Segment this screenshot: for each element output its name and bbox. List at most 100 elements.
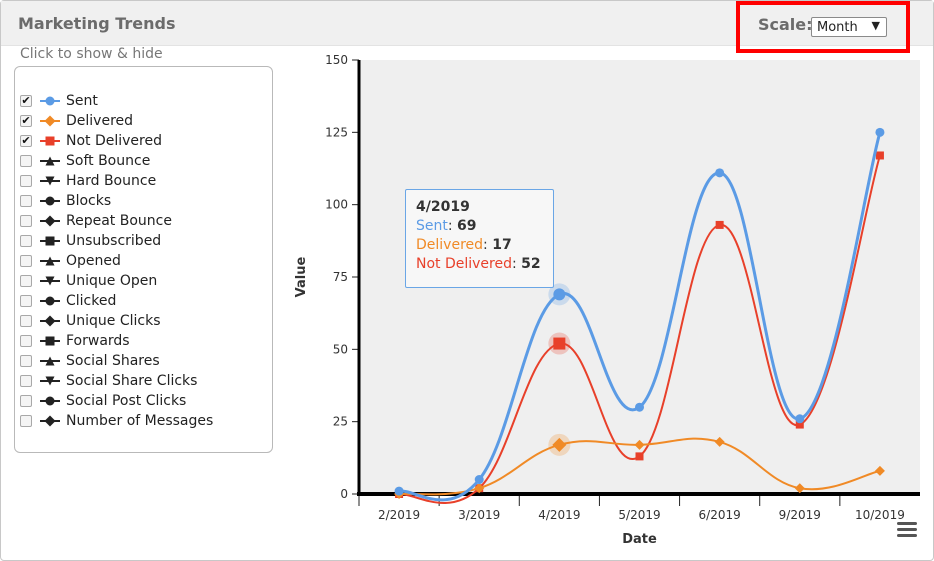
legend-marker: [45, 396, 55, 406]
circle-marker-icon: [40, 196, 60, 206]
legend-label: Soft Bounce: [66, 153, 151, 169]
series-line-not-delivered: [399, 155, 881, 504]
legend-marker: [45, 336, 55, 346]
legend-label: Repeat Bounce: [66, 213, 172, 229]
legend-marker: [44, 315, 56, 327]
y-tick-label: 25: [333, 415, 348, 429]
triangle-down-marker-icon: [40, 376, 60, 386]
checkbox[interactable]: [20, 275, 32, 287]
y-axis-title: Value: [294, 256, 309, 297]
data-point: [635, 402, 644, 412]
tooltip-row-sent: Sent: 69: [416, 218, 477, 234]
checkbox[interactable]: [20, 315, 32, 327]
checkbox-checked[interactable]: ✔: [20, 134, 32, 147]
chart-tooltip: 4/2019 Sent: 69 Delivered: 17 Not Delive…: [405, 189, 554, 288]
x-tick-label: 6/2019: [699, 508, 741, 522]
legend-item[interactable]: ✔ Sent: [20, 91, 98, 111]
legend-marker: [45, 196, 55, 206]
square-marker-icon: [40, 236, 60, 246]
legend-item[interactable]: Unique Clicks: [20, 311, 161, 331]
legend-item[interactable]: Number of Messages: [20, 411, 213, 431]
y-tick-label: 75: [333, 270, 348, 284]
scale-highlight-box: [736, 1, 910, 53]
data-point: [715, 168, 725, 178]
checkbox[interactable]: [20, 175, 32, 187]
legend-item[interactable]: Repeat Bounce: [20, 211, 172, 231]
legend-label: Social Post Clicks: [66, 393, 187, 409]
x-tick-label: 2/2019: [378, 508, 420, 522]
checkbox[interactable]: [20, 215, 32, 227]
legend-item[interactable]: Hard Bounce: [20, 171, 156, 191]
legend-label: Not Delivered: [66, 133, 162, 149]
legend-label: Unique Clicks: [66, 313, 161, 329]
x-tick-label: 3/2019: [458, 508, 500, 522]
circle-marker-icon: [40, 296, 60, 306]
legend-label: Social Share Clicks: [66, 373, 198, 389]
checkbox-checked[interactable]: ✔: [20, 94, 32, 107]
y-tick-label: 50: [333, 342, 348, 356]
legend-label: Hard Bounce: [66, 173, 157, 189]
legend-item[interactable]: Social Post Clicks: [20, 391, 186, 411]
diamond-marker-icon: [40, 215, 60, 227]
data-point: [715, 220, 724, 229]
legend-item[interactable]: Forwards: [20, 331, 130, 351]
legend-label: Delivered: [66, 113, 134, 129]
legend-item[interactable]: Clicked: [20, 291, 116, 311]
triangle-down-marker-icon: [40, 176, 60, 186]
hamburger-menu-icon[interactable]: [897, 522, 917, 538]
triangle-marker-icon: [40, 256, 60, 266]
y-tick-label: 0: [340, 487, 348, 501]
diamond-marker-icon: [40, 115, 60, 127]
circle-marker-icon: [40, 96, 60, 106]
checkbox[interactable]: [20, 395, 32, 407]
triangle-marker-icon: [40, 156, 60, 166]
triangle-down-marker-icon: [40, 276, 60, 286]
data-point: [635, 452, 644, 461]
diamond-marker-icon: [40, 315, 60, 327]
checkbox[interactable]: [20, 375, 32, 387]
checkbox[interactable]: [20, 155, 32, 167]
legend-item[interactable]: Opened: [20, 251, 121, 271]
checkbox[interactable]: [20, 235, 32, 247]
data-point: [634, 439, 645, 450]
legend-item[interactable]: ✔ Delivered: [20, 111, 133, 131]
checkbox[interactable]: [20, 295, 32, 307]
x-tick-label: 4/2019: [538, 508, 580, 522]
data-point: [795, 420, 804, 429]
legend-item[interactable]: Social Share Clicks: [20, 371, 197, 391]
legend-marker: [45, 376, 55, 386]
legend-label: Sent: [66, 93, 98, 109]
legend-label: Forwards: [66, 333, 130, 349]
legend-item[interactable]: Unsubscribed: [20, 231, 161, 251]
legend-item[interactable]: Social Shares: [20, 351, 160, 371]
data-point: [474, 483, 485, 494]
x-tick-label: 10/2019: [855, 508, 905, 522]
legend-item[interactable]: Unique Open: [20, 271, 157, 291]
checkbox[interactable]: [20, 355, 32, 367]
circle-marker-icon: [40, 396, 60, 406]
checkbox[interactable]: [20, 415, 32, 427]
legend-marker: [45, 276, 55, 286]
x-axis-title: Date: [622, 532, 657, 547]
checkbox[interactable]: [20, 195, 32, 207]
square-marker-icon: [40, 136, 60, 146]
data-point: [875, 151, 884, 160]
data-point: [394, 486, 404, 496]
checkbox-checked[interactable]: ✔: [20, 114, 32, 127]
legend-marker: [45, 176, 55, 186]
legend-item[interactable]: Blocks: [20, 191, 111, 211]
legend-item[interactable]: Soft Bounce: [20, 151, 150, 171]
legend-marker: [44, 115, 56, 127]
legend-label: Clicked: [66, 293, 117, 309]
checkbox[interactable]: [20, 255, 32, 267]
checkbox[interactable]: [20, 335, 32, 347]
scale-label: Scale:: [758, 15, 813, 34]
scale-select[interactable]: Month ▼: [811, 17, 887, 37]
legend-item[interactable]: ✔ Not Delivered: [20, 131, 162, 151]
tooltip-date: 4/2019: [416, 199, 470, 215]
tooltip-row-delivered: Delivered: 17: [416, 237, 512, 253]
y-tick-label: 100: [325, 198, 348, 212]
legend-panel: [14, 66, 273, 453]
data-point: [553, 288, 566, 301]
widget-title: Marketing Trends: [18, 14, 176, 33]
